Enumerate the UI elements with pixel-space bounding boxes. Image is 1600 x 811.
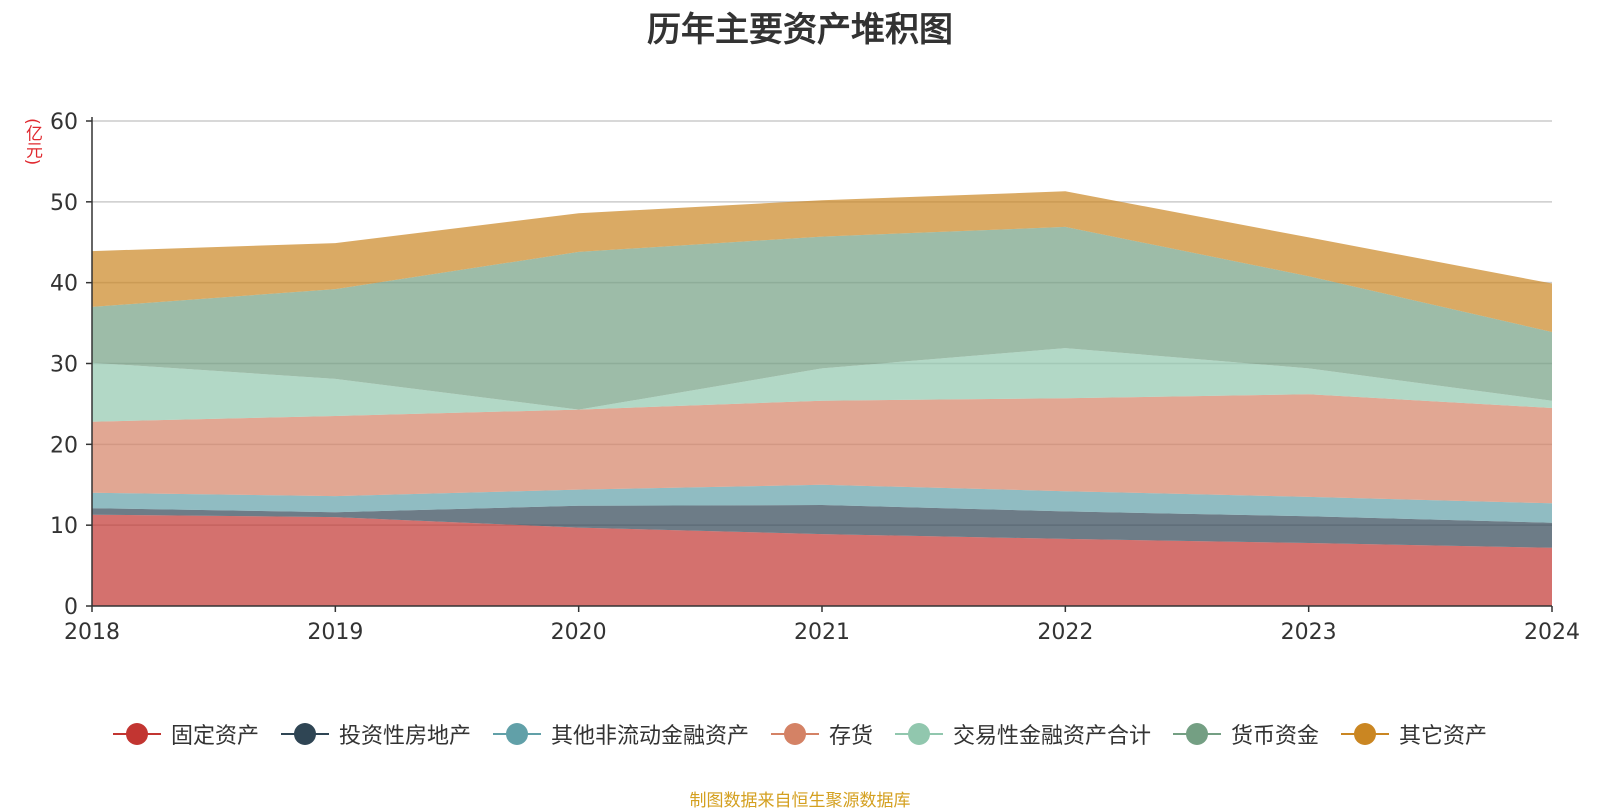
area-series-4 [92,394,1552,504]
legend-marker-icon [1173,722,1222,746]
legend-item[interactable]: 货币资金 [1173,718,1319,750]
legend-item[interactable]: 其它资产 [1341,718,1487,750]
area-series-6 [92,226,1552,410]
legend-item[interactable]: 投资性房地产 [280,718,471,750]
y-tick-label: 30 [50,353,78,378]
y-tick-label: 50 [50,191,78,216]
legend-marker-icon [895,722,943,746]
y-tick-label: 20 [50,433,78,458]
x-tick-label: 2020 [551,620,607,645]
legend-item[interactable]: 其他非流动金融资产 [492,718,749,750]
x-tick-label: 2018 [64,620,120,645]
legend-item[interactable]: 交易性金融资产合计 [895,718,1151,750]
legend-marker-icon [1341,722,1390,746]
area-layer [92,191,1552,606]
chart-title: 历年主要资产堆积图 [647,10,953,50]
x-tick-label: 2019 [307,620,363,645]
area-series-5 [92,348,1552,422]
legend-label: 其他非流动金融资产 [550,724,749,749]
legend-marker-icon [770,722,819,746]
legend-label: 货币资金 [1231,724,1320,749]
legend-label: 交易性金融资产合计 [953,724,1152,749]
area-series-2 [92,505,1552,548]
x-tick-label: 2021 [794,620,850,645]
legend-label: 固定资产 [170,724,259,749]
x-tick-label: 2024 [1524,620,1580,645]
y-axis-unit-label: (亿元) [22,118,42,166]
legend-item[interactable]: 固定资产 [112,718,259,750]
stacked-area-chart: 0 10 20 30 40 50 60 2018 2019 2020 2021 2022 2023 202… [50,110,1580,645]
area-series-3 [92,484,1552,523]
x-tick-label: 2023 [1281,620,1337,645]
source-note: 制图数据来自恒生聚源数据库 [689,791,911,811]
legend-marker-icon [112,722,161,746]
legend-marker-icon [280,722,329,746]
legend-label: 投资性房地产 [338,724,471,749]
y-tick-label: 10 [50,514,78,539]
axis-layer: 0 10 20 30 40 50 60 2018 2019 2020 2021 2022 2023 202… [50,110,1580,645]
legend-item[interactable]: 存货 [770,718,873,750]
legend-label: 其它资产 [1399,724,1488,749]
legend: 固定资产 投资性房地产 其他非流动金融资产 存货 交易性金融资产合计 货币资金 其它资产 [0,718,1600,750]
area-series-7 [92,191,1552,332]
y-tick-label: 0 [64,595,78,620]
y-tick-label: 60 [50,110,78,135]
x-tick-label: 2022 [1037,620,1093,645]
y-tick-label: 40 [50,272,78,297]
legend-marker-icon [492,722,541,746]
area-series-1 [92,514,1552,606]
legend-label: 存货 [828,724,873,749]
